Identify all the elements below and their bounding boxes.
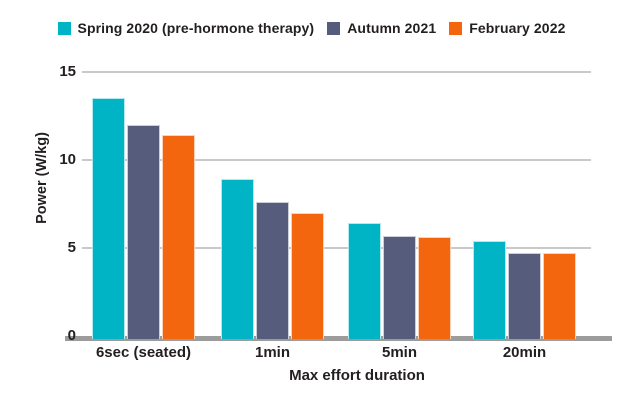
- bar: [162, 135, 195, 339]
- bar: [383, 235, 416, 339]
- legend-item: Autumn 2021: [327, 20, 436, 36]
- legend-label: Autumn 2021: [347, 20, 437, 36]
- x-axis-baseline: [65, 336, 612, 341]
- y-tick-label: 5: [67, 239, 76, 256]
- bar: [92, 98, 125, 339]
- legend-item: Spring 2020 (pre-hormone therapy): [57, 20, 315, 36]
- bar: [508, 253, 541, 339]
- bar: [473, 240, 506, 339]
- bar: [348, 223, 381, 339]
- bar: [543, 253, 576, 339]
- y-axis-title: Power (W/kg): [34, 132, 50, 224]
- gridline: [82, 159, 591, 161]
- chart-legend: Spring 2020 (pre-hormone therapy) Autumn …: [0, 20, 623, 36]
- category-label: 1min: [254, 344, 290, 361]
- category-label: 20min: [502, 344, 547, 361]
- bar: [221, 179, 254, 339]
- legend-label: February 2022: [469, 20, 566, 36]
- y-tick-label: 0: [67, 327, 76, 344]
- y-tick-label: 10: [59, 151, 76, 168]
- gridline: [82, 71, 591, 73]
- gridline: [82, 247, 591, 249]
- y-tick-label: 15: [59, 63, 76, 80]
- legend-swatch: [449, 21, 463, 35]
- bar: [418, 237, 451, 339]
- legend-item: February 2022: [449, 20, 565, 36]
- legend-label: Spring 2020 (pre-hormone therapy): [77, 20, 315, 36]
- category-label: 5min: [381, 344, 417, 361]
- bar: [256, 202, 289, 339]
- x-axis-title: Max effort duration: [289, 367, 425, 384]
- bar: [291, 212, 324, 339]
- legend-swatch: [57, 21, 71, 35]
- category-label: 6sec (seated): [95, 344, 192, 361]
- bar: [127, 124, 160, 339]
- legend-swatch: [327, 21, 341, 35]
